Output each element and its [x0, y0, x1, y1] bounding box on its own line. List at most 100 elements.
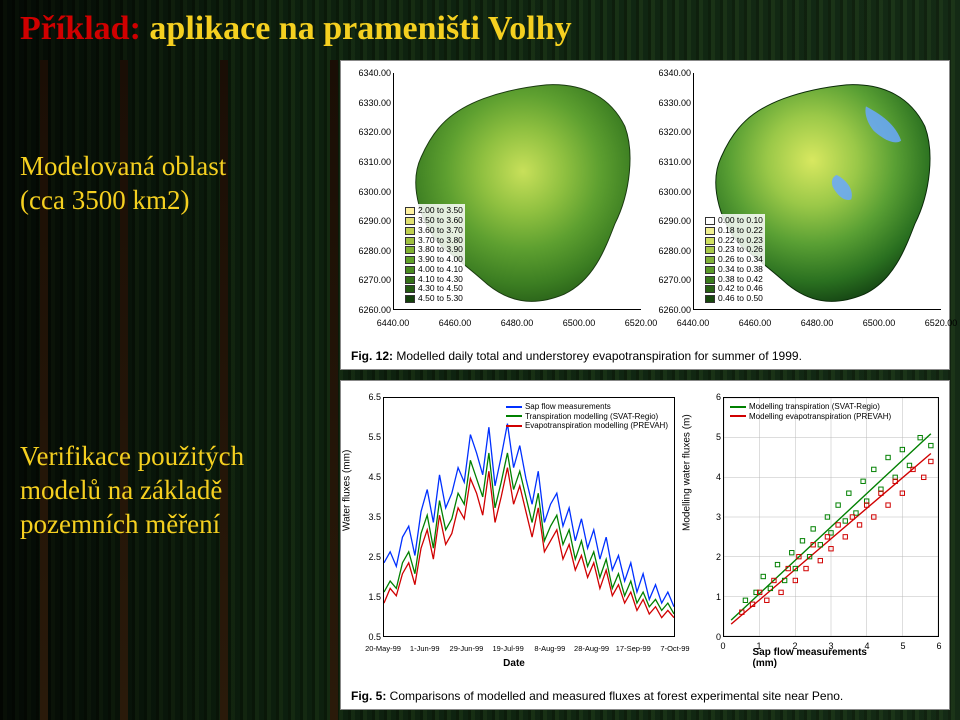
- x-tick: 6460.00: [739, 318, 772, 328]
- scatter-legend: Modelling transpiration (SVAT-Regio)Mode…: [728, 400, 893, 423]
- x-tick: 19-Jul-99: [493, 644, 524, 653]
- y-tick: 1: [709, 592, 721, 602]
- legend-row: 0.46 to 0.50: [705, 294, 763, 304]
- legend-swatch: [405, 256, 415, 264]
- legend-text: 0.46 to 0.50: [718, 294, 763, 304]
- legend-swatch: [705, 276, 715, 284]
- x-tick: 6520.00: [925, 318, 958, 328]
- scatter-svg: [724, 398, 938, 636]
- legend-row: 4.50 to 5.30: [405, 294, 463, 304]
- y-tick: 5.5: [363, 432, 381, 442]
- label-line: Verifikace použitých: [20, 440, 320, 474]
- y-tick: 6.5: [363, 392, 381, 402]
- x-tick: 7-Oct-99: [660, 644, 689, 653]
- legend-line: [506, 425, 522, 427]
- title-prefix: Příklad:: [20, 10, 141, 47]
- y-axis-label: Modelling water fluxes (m): [682, 414, 693, 531]
- caption-bold: Fig. 12:: [351, 349, 393, 363]
- y-tick: 4: [709, 472, 721, 482]
- y-tick: 6270.00: [351, 275, 391, 285]
- y-tick: 1.5: [363, 592, 381, 602]
- map-panel-left: 2.00 to 3.503.50 to 3.603.60 to 3.703.70…: [351, 73, 641, 328]
- x-tick: 3: [828, 641, 833, 651]
- y-tick: 6310.00: [351, 157, 391, 167]
- y-tick: 6280.00: [351, 246, 391, 256]
- legend-row: Modelling transpiration (SVAT-Regio): [730, 402, 891, 412]
- legend-line: [506, 415, 522, 417]
- slide-title: Příklad: aplikace na prameništi Volhy: [20, 10, 572, 48]
- x-tick: 6480.00: [801, 318, 834, 328]
- y-tick: 6320.00: [651, 127, 691, 137]
- y-tick: 6260.00: [351, 305, 391, 315]
- legend-swatch: [705, 256, 715, 264]
- y-tick: 6310.00: [651, 157, 691, 167]
- y-tick: 6280.00: [651, 246, 691, 256]
- y-tick: 6290.00: [651, 216, 691, 226]
- y-tick: 4.5: [363, 472, 381, 482]
- legend-text: Modelling evapotranspiration (PREVAH): [749, 412, 891, 422]
- title-rest: aplikace na prameništi Volhy: [141, 10, 572, 47]
- y-axis-label: Water fluxes (mm): [342, 450, 353, 531]
- caption-text: Comparisons of modelled and measured flu…: [386, 689, 843, 703]
- y-tick: 3: [709, 512, 721, 522]
- legend-row: Modelling evapotranspiration (PREVAH): [730, 412, 891, 422]
- caption-text: Modelled daily total and understorey eva…: [393, 349, 802, 363]
- x-tick: 4: [864, 641, 869, 651]
- timeseries-plot: Sap flow measurementsTranspiration model…: [383, 397, 675, 637]
- y-tick: 6340.00: [351, 68, 391, 78]
- legend-line: [730, 406, 746, 408]
- x-tick: 6440.00: [377, 318, 410, 328]
- label-line: (cca 3500 km2): [20, 184, 320, 218]
- legend-swatch: [405, 207, 415, 215]
- y-tick: 2: [709, 552, 721, 562]
- y-tick: 6260.00: [651, 305, 691, 315]
- x-tick: 6500.00: [863, 318, 896, 328]
- timeseries-svg: [384, 398, 674, 636]
- label-modelled-area: Modelovaná oblast (cca 3500 km2): [20, 150, 320, 218]
- y-tick: 2.5: [363, 552, 381, 562]
- timeseries-panel: Water fluxes (mm) Sap flow measurementsT…: [349, 391, 679, 671]
- legend-line: [506, 406, 522, 408]
- timeseries-legend: Sap flow measurementsTranspiration model…: [504, 400, 670, 433]
- legend-row: Sap flow measurements: [506, 402, 668, 412]
- figure-5: Water fluxes (mm) Sap flow measurementsT…: [340, 380, 950, 710]
- map-legend-right: 0.00 to 0.100.18 to 0.220.22 to 0.230.23…: [703, 214, 765, 306]
- figure-12-caption: Fig. 12: Modelled daily total and unders…: [351, 349, 802, 363]
- y-tick: 3.5: [363, 512, 381, 522]
- legend-line: [730, 415, 746, 417]
- y-tick: 5: [709, 432, 721, 442]
- x-tick: 6: [936, 641, 941, 651]
- x-tick: 20-May-99: [365, 644, 401, 653]
- x-tick: 28-Aug-99: [574, 644, 609, 653]
- x-tick: 8-Aug-99: [534, 644, 565, 653]
- y-tick: 0: [709, 632, 721, 642]
- legend-text: Modelling transpiration (SVAT-Regio): [749, 402, 880, 412]
- label-line: Modelovaná oblast: [20, 150, 320, 184]
- x-tick: 29-Jun-99: [450, 644, 484, 653]
- legend-row: Transpiration modelling (SVAT-Regio): [506, 412, 668, 422]
- x-tick: 6500.00: [563, 318, 596, 328]
- legend-swatch: [705, 246, 715, 254]
- y-tick: 6290.00: [351, 216, 391, 226]
- x-tick: 6480.00: [501, 318, 534, 328]
- legend-swatch: [705, 227, 715, 235]
- legend-swatch: [405, 266, 415, 274]
- legend-swatch: [705, 237, 715, 245]
- caption-bold: Fig. 5:: [351, 689, 386, 703]
- legend-swatch: [405, 217, 415, 225]
- y-tick: 6300.00: [651, 187, 691, 197]
- y-tick: 6300.00: [351, 187, 391, 197]
- legend-row: Evapotranspiration modelling (PREVAH): [506, 421, 668, 431]
- x-axis-label: Sap flow measurements (mm): [753, 647, 880, 669]
- x-tick: 0: [720, 641, 725, 651]
- scatter-panel: Modelling water fluxes (m) Modelling tra…: [689, 391, 943, 671]
- x-tick: 6460.00: [439, 318, 472, 328]
- legend-text: Sap flow measurements: [525, 402, 611, 412]
- x-axis-label: Date: [503, 658, 525, 669]
- y-tick: 0.5: [363, 632, 381, 642]
- map-legend-left: 2.00 to 3.503.50 to 3.603.60 to 3.703.70…: [403, 204, 465, 306]
- legend-swatch: [705, 217, 715, 225]
- tree-trunk: [330, 60, 338, 720]
- x-tick: 17-Sep-99: [616, 644, 651, 653]
- legend-swatch: [405, 285, 415, 293]
